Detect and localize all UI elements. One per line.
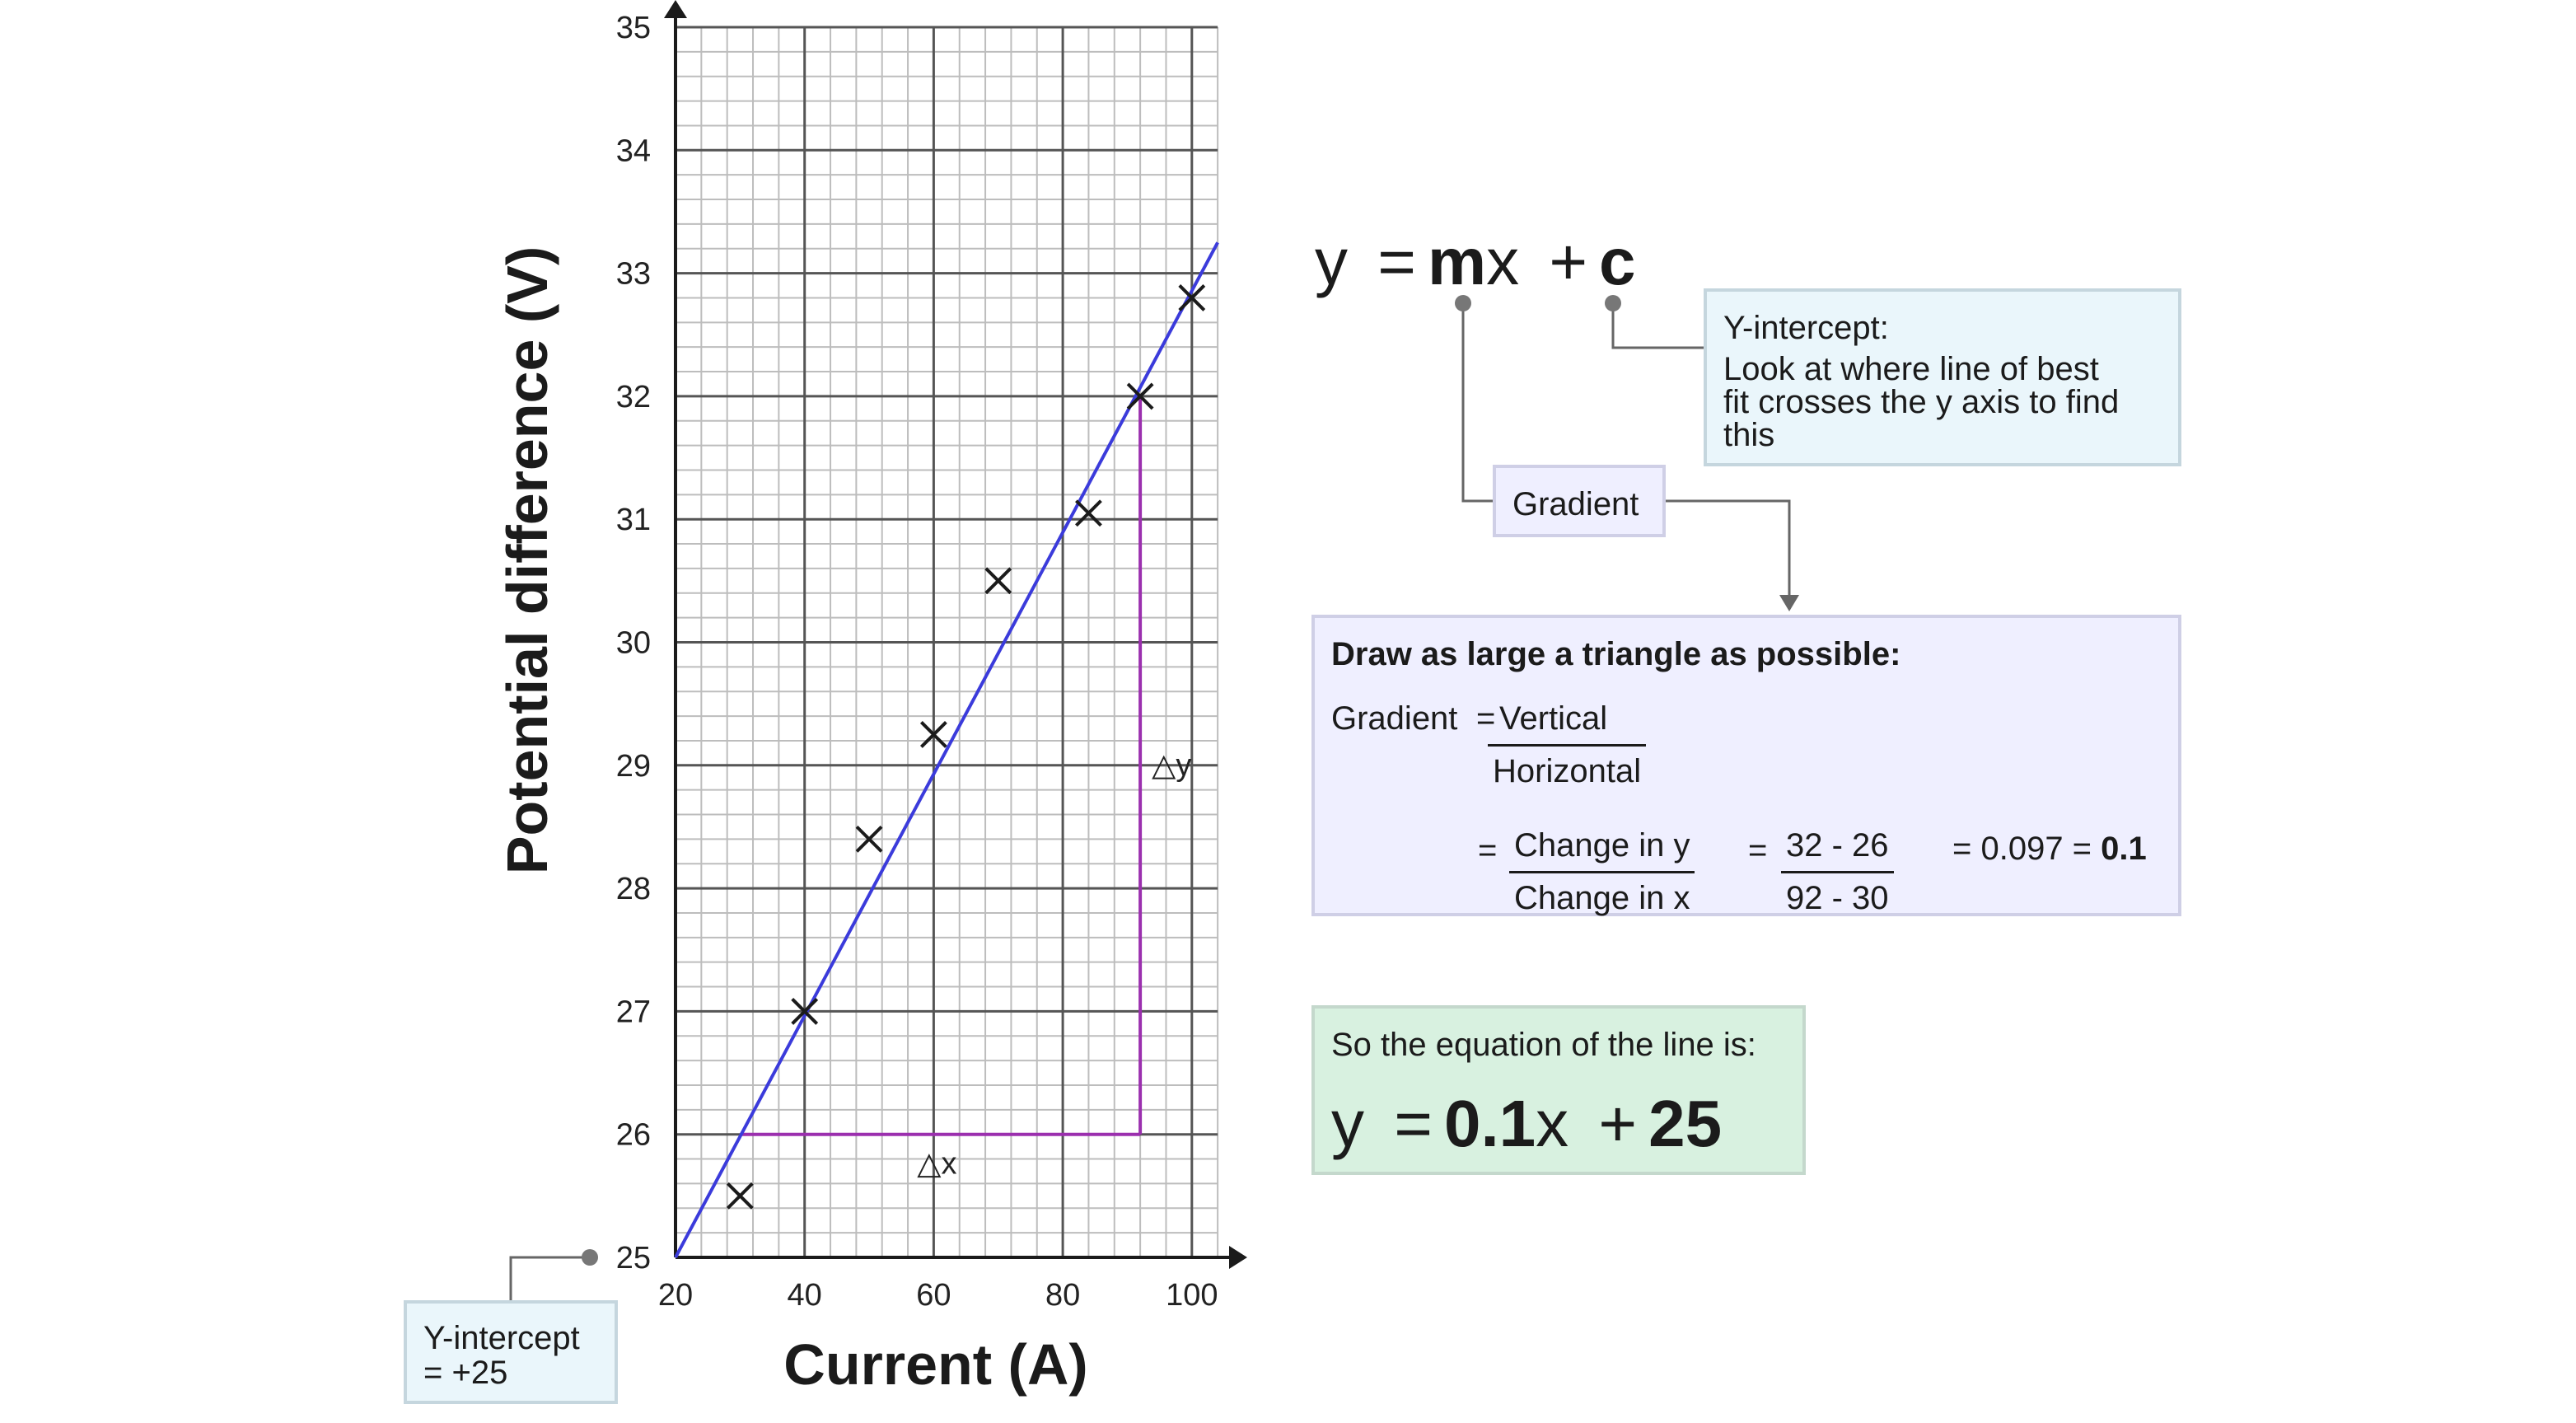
y-tick-label: 33 <box>616 257 651 292</box>
gradient-word: Gradient <box>1331 700 1458 737</box>
gradient-label: Gradient <box>1512 486 1639 522</box>
data-point <box>726 1182 754 1210</box>
result-box: So the equation of the line is: y = 0.1x … <box>1311 1005 1806 1175</box>
fraction-vertical-horizontal: Vertical Horizontal <box>1488 700 1647 790</box>
result-c: 25 <box>1648 1087 1723 1160</box>
x-axis-title: Current (A) <box>783 1332 1087 1397</box>
y-tick-label: 25 <box>616 1241 651 1276</box>
y-tick-label: 32 <box>616 380 651 414</box>
y-intercept-note-line3: this <box>1723 417 1775 453</box>
delta-x-label: △x <box>917 1147 956 1182</box>
data-point <box>1126 382 1154 410</box>
result-caption: So the equation of the line is: <box>1331 1027 1756 1063</box>
y-axis-title: Potential difference (V) <box>495 246 559 874</box>
eq-c: c <box>1599 225 1636 298</box>
y-tick-label: 29 <box>616 749 651 784</box>
triangle-box-heading: Draw as large a triangle as possible: <box>1331 636 1901 672</box>
x-tick-label: 100 <box>1166 1278 1218 1313</box>
equation-c-dot <box>1605 295 1621 311</box>
gradient-triangle <box>740 396 1143 1136</box>
y-tick-label: 34 <box>616 133 651 168</box>
gradient-result-bold: 0.1 <box>2101 831 2147 867</box>
intercept-box-line2: = +25 <box>423 1355 508 1391</box>
y-tick-label: 31 <box>616 503 651 537</box>
fraction-change-y: Change in y <box>1509 827 1695 873</box>
y-intercept-dot <box>582 1249 598 1266</box>
eq-plus: + <box>1549 225 1588 298</box>
grid-major <box>674 26 1218 1259</box>
result-equation: y = 0.1x +25 <box>1331 1091 1722 1157</box>
result-y: y <box>1331 1087 1364 1160</box>
best-fit-line <box>674 241 1219 1258</box>
x-axis-arrow <box>1229 1246 1247 1269</box>
y-tick-label: 35 <box>616 11 651 45</box>
x-tick-label: 40 <box>788 1278 822 1313</box>
equation-m-dot <box>1455 295 1471 311</box>
fraction-horizontal: Horizontal <box>1493 753 1642 789</box>
x-tick-label: 80 <box>1045 1278 1080 1313</box>
eq-equals: = <box>1377 225 1416 298</box>
equals-3: = <box>1748 832 1768 868</box>
delta-y-label: △y <box>1152 748 1191 783</box>
equation-general: y = mx + c <box>1315 229 1636 295</box>
data-point <box>1178 284 1206 311</box>
data-point <box>791 997 819 1025</box>
y-tick-label: 26 <box>616 1118 651 1153</box>
result-equals: = <box>1394 1087 1433 1160</box>
y-tick-label: 27 <box>616 995 651 1029</box>
fraction-change: Change in y Change in x <box>1509 827 1695 917</box>
x-tick-label: 20 <box>658 1278 693 1313</box>
equation-c-connector <box>1611 303 1704 349</box>
intercept-box-line1: Y-intercept <box>423 1320 580 1356</box>
data-points <box>726 284 1206 1210</box>
gradient-arrow-head <box>1779 595 1799 611</box>
fraction-change-x: Change in x <box>1514 880 1690 916</box>
x-tick-label: 60 <box>916 1278 951 1313</box>
y-intercept-note-line1: Look at where line of best <box>1723 351 2099 387</box>
eq-y: y <box>1315 225 1348 298</box>
eq-m: m <box>1427 225 1487 298</box>
result-x: x <box>1536 1087 1569 1160</box>
result-m: 0.1 <box>1443 1087 1536 1160</box>
gradient-label-box: Gradient <box>1493 465 1666 537</box>
y-intercept-connector <box>509 1256 590 1304</box>
eq-x: x <box>1486 225 1520 298</box>
fraction-vertical: Vertical <box>1488 700 1647 747</box>
x-tick-labels: 20 40 60 80 100 <box>658 1278 1218 1313</box>
triangle-box: Draw as large a triangle as possible: Gr… <box>1311 615 2181 916</box>
fraction-values: 32 - 26 92 - 30 <box>1781 827 1894 917</box>
result-plus: + <box>1598 1087 1638 1160</box>
data-point <box>855 825 883 853</box>
equals-2: = <box>1478 832 1498 868</box>
y-axis-arrow <box>664 0 687 18</box>
y-intercept-note: Y-intercept: Look at where line of best … <box>1704 288 2181 466</box>
y-intercept-note-line2: fit crosses the y axis to find <box>1723 384 2120 420</box>
gradient-result: = 0.097 = 0.1 <box>1952 832 2147 865</box>
fraction-values-num: 32 - 26 <box>1781 827 1894 873</box>
fraction-values-den: 92 - 30 <box>1786 880 1889 916</box>
y-tick-label: 28 <box>616 872 651 906</box>
gradient-arrow-connector <box>1664 499 1791 598</box>
y-intercept-note-title: Y-intercept: <box>1723 310 1889 346</box>
axes <box>664 0 1247 1269</box>
data-point <box>919 721 947 748</box>
y-tick-label: 30 <box>616 626 651 661</box>
equation-m-connector <box>1461 303 1493 503</box>
data-point <box>984 567 1012 595</box>
y-tick-labels: 25 26 27 28 29 30 31 32 33 34 35 <box>616 11 651 1276</box>
intercept-box: Y-intercept = +25 <box>404 1300 618 1404</box>
gradient-equals: = <box>1476 700 1496 737</box>
data-point <box>1075 499 1102 527</box>
gradient-result-text: = 0.097 = <box>1952 831 2092 867</box>
connectors <box>509 303 1791 1304</box>
